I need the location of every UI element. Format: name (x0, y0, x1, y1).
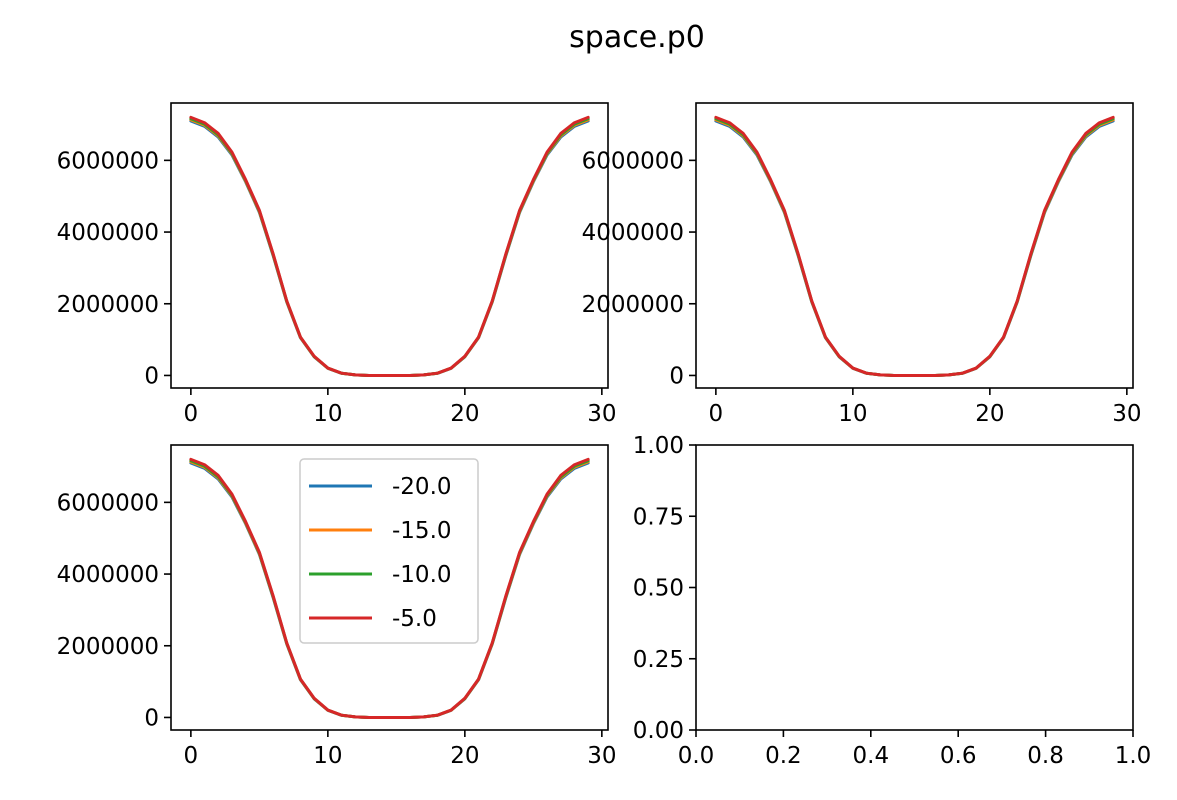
x-tick-label: 30 (587, 401, 616, 427)
axes-frame (695, 102, 1134, 389)
x-tick-label: 0 (184, 743, 199, 769)
legend-label: -5.0 (392, 606, 437, 632)
x-tick-label: 0.8 (1027, 743, 1064, 769)
legend-label: -15.0 (392, 518, 452, 544)
axes-frame (170, 102, 609, 389)
legend-box (299, 458, 479, 644)
y-tick-label: 0.50 (633, 576, 684, 602)
figure-title: space.p0 (569, 20, 705, 55)
y-tick-label: 0 (144, 363, 159, 389)
x-tick-label: 20 (975, 401, 1004, 427)
subplot-bottom-right: 0.0 0.2 0.4 0.6 0.8 1.0 0.00 0.25 0.50 0.75 1.00 (633, 433, 1152, 769)
x-tick-label: 1.0 (1115, 743, 1152, 769)
y-tick-label: 4000000 (582, 220, 684, 246)
y-tick-label: 2000000 (57, 292, 159, 318)
series-group (189, 115, 590, 377)
x-tick-label: 0.0 (678, 743, 715, 769)
y-tick-label: 6000000 (57, 148, 159, 174)
y-tick-label: 0 (144, 705, 159, 731)
x-tick-label: 10 (313, 401, 342, 427)
y-tick-label: 6000000 (582, 148, 684, 174)
x-tick-label: 10 (313, 743, 342, 769)
x-tick-label: 0.6 (940, 743, 977, 769)
x-tick-label: 0 (709, 401, 724, 427)
x-tick-label: 0 (184, 401, 199, 427)
series-group (189, 457, 590, 719)
x-tick-label: 30 (1112, 401, 1141, 427)
y-tick-label: 0.00 (633, 718, 684, 744)
x-tick-label: 10 (838, 401, 867, 427)
series-line--5.0 (189, 115, 590, 377)
subplot-bottom-left: 0 10 20 300200000040000006000000-20.0-15.0-… (57, 444, 616, 769)
series-line--5.0 (189, 457, 590, 719)
legend: -20.0 -15.0 -10.0 -5.0 (299, 458, 479, 644)
x-tick-label: 20 (450, 401, 479, 427)
legend-label: -20.0 (392, 474, 452, 500)
series-line--5.0 (714, 115, 1115, 377)
y-tick-label: 2000000 (582, 292, 684, 318)
subplot-top-left: 0 10 20 30 0 2000000 4000000 6000000 (57, 102, 616, 427)
series-group (714, 115, 1115, 377)
y-tick-label: 0.25 (633, 647, 684, 673)
x-tick-label: 30 (587, 743, 616, 769)
y-tick-label: 1.00 (633, 433, 684, 459)
y-tick-label: 4000000 (57, 220, 159, 246)
subplot-top-right: 0 10 20 30 0 2000000 4000000 6000000 (582, 102, 1141, 427)
y-tick-label: 2000000 (57, 634, 159, 660)
axes-frame (695, 444, 1134, 731)
y-tick-label: 0 (669, 363, 684, 389)
y-tick-label: 6000000 (57, 490, 159, 516)
y-tick-label: 0.75 (633, 504, 684, 530)
x-tick-label: 0.2 (765, 743, 802, 769)
x-tick-label: 20 (450, 743, 479, 769)
y-tick-label: 4000000 (57, 562, 159, 588)
x-tick-label: 0.4 (853, 743, 890, 769)
legend-label: -10.0 (392, 562, 452, 588)
